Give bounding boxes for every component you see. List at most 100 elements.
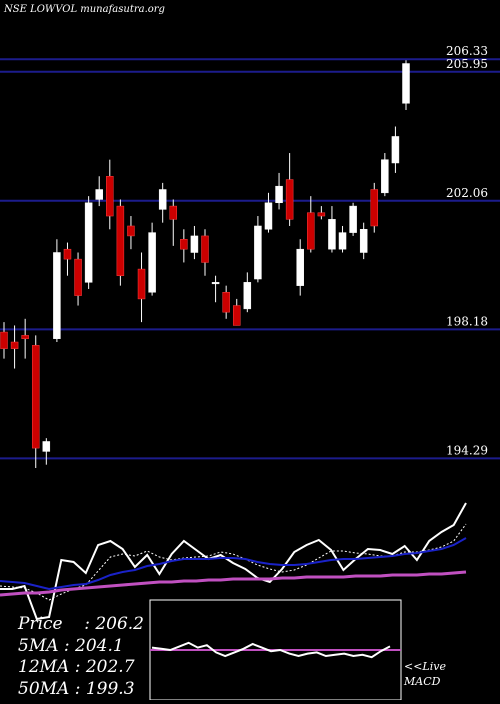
candle xyxy=(264,192,273,233)
candle xyxy=(127,216,135,250)
macd-lines xyxy=(150,641,401,659)
candle-body xyxy=(211,282,220,285)
candle-body xyxy=(264,202,273,230)
candle-body xyxy=(158,189,167,210)
candle-body xyxy=(307,212,315,250)
candle xyxy=(137,252,146,323)
macd-line xyxy=(151,641,391,659)
candle xyxy=(222,285,230,319)
candle xyxy=(381,153,389,197)
candle-body xyxy=(243,282,252,310)
candle-body xyxy=(232,305,241,326)
level-label: 205.95 xyxy=(446,57,488,71)
candle-body xyxy=(169,205,178,220)
level-label: 206.33 xyxy=(446,44,488,58)
price-readout: Price : 206.2 xyxy=(18,614,144,634)
candle xyxy=(243,272,252,313)
candle-body xyxy=(285,179,294,220)
candlesticks xyxy=(0,60,410,468)
candle xyxy=(254,216,262,283)
candle-body xyxy=(0,331,8,349)
candle-body xyxy=(201,235,209,263)
candle xyxy=(148,222,156,296)
candle xyxy=(21,318,29,359)
candle xyxy=(31,335,40,468)
candle xyxy=(158,182,167,223)
candle-body xyxy=(296,248,304,286)
candle-body xyxy=(328,219,336,250)
live-label: <<Live xyxy=(404,660,446,673)
candle-body xyxy=(116,205,125,276)
candle xyxy=(42,438,51,465)
candle-body xyxy=(148,232,156,293)
candle xyxy=(169,199,178,246)
candle-body xyxy=(391,136,400,164)
candle xyxy=(74,252,82,306)
candle-body xyxy=(31,345,40,449)
level-label: 198.18 xyxy=(446,314,488,328)
candle xyxy=(0,322,8,359)
candle-body xyxy=(137,268,146,300)
candle xyxy=(391,126,400,173)
candle-body xyxy=(53,252,61,339)
ma12-readout: 12MA : 202.7 xyxy=(18,657,135,677)
candle xyxy=(190,225,199,260)
candle xyxy=(285,153,294,226)
candle xyxy=(359,222,368,260)
macd-label: MACD xyxy=(404,675,441,688)
candle xyxy=(402,60,410,110)
candle xyxy=(275,172,283,210)
candle xyxy=(317,206,326,220)
candle-body xyxy=(74,258,82,296)
candle xyxy=(10,325,19,369)
candle-body xyxy=(106,175,114,217)
candle xyxy=(84,196,93,289)
candle-body xyxy=(370,189,379,227)
candle xyxy=(370,182,379,233)
candle-body xyxy=(95,189,103,200)
level-label: 202.06 xyxy=(446,186,488,200)
candle xyxy=(106,159,114,230)
level-label: 194.29 xyxy=(446,443,488,457)
moving-averages xyxy=(0,502,467,621)
candle xyxy=(211,275,220,303)
candle-body xyxy=(84,202,93,283)
candle-body xyxy=(222,292,230,313)
candle xyxy=(338,225,347,253)
candle-body xyxy=(127,225,135,237)
candle-body xyxy=(21,335,29,339)
candle xyxy=(296,239,304,296)
ma-line-12ma xyxy=(0,537,467,591)
candle xyxy=(53,239,61,343)
candle xyxy=(201,229,209,276)
candle xyxy=(232,298,241,326)
ma5-readout: 5MA : 204.1 xyxy=(18,636,124,656)
candle xyxy=(180,229,188,263)
candle xyxy=(63,242,72,276)
chart-title: NSE LOWVOL munafasutra.org xyxy=(4,4,165,15)
candle xyxy=(349,202,357,236)
candle-body xyxy=(381,159,389,194)
candle-body xyxy=(317,212,326,217)
candle-body xyxy=(254,225,262,280)
candle-body xyxy=(180,238,188,250)
candle xyxy=(95,176,103,207)
candle xyxy=(116,199,125,286)
candle-body xyxy=(402,63,410,104)
candle-body xyxy=(63,248,72,260)
candle-body xyxy=(349,205,357,233)
candle-body xyxy=(359,229,368,253)
ma-line-price xyxy=(0,502,467,621)
candle-body xyxy=(338,232,347,250)
candle xyxy=(307,196,315,253)
candle-body xyxy=(42,441,51,452)
candle-body xyxy=(190,235,199,253)
candle xyxy=(328,206,336,253)
candle-body xyxy=(275,185,283,204)
ma-line-50ma xyxy=(0,570,467,597)
ma50-readout: 50MA : 199.3 xyxy=(18,679,135,699)
candle-body xyxy=(10,341,19,349)
